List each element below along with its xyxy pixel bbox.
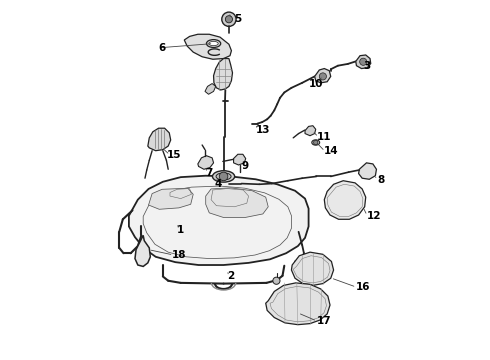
- Polygon shape: [359, 163, 376, 179]
- Text: 10: 10: [309, 78, 324, 89]
- Ellipse shape: [209, 41, 218, 46]
- Polygon shape: [234, 154, 245, 165]
- Circle shape: [220, 172, 228, 181]
- Polygon shape: [305, 126, 316, 136]
- Text: 7: 7: [206, 168, 213, 178]
- Polygon shape: [129, 176, 309, 265]
- Text: 15: 15: [167, 150, 181, 160]
- Polygon shape: [324, 181, 366, 219]
- Polygon shape: [148, 128, 171, 151]
- Text: 9: 9: [242, 161, 248, 171]
- Circle shape: [222, 12, 236, 26]
- Text: 1: 1: [177, 225, 184, 235]
- Circle shape: [319, 73, 326, 80]
- Text: 12: 12: [367, 211, 381, 221]
- Text: 17: 17: [317, 316, 331, 326]
- Text: 5: 5: [234, 14, 242, 24]
- Ellipse shape: [206, 40, 220, 48]
- Polygon shape: [198, 156, 214, 169]
- Polygon shape: [266, 283, 330, 325]
- Text: 16: 16: [356, 282, 370, 292]
- Text: 14: 14: [323, 147, 338, 157]
- Text: 6: 6: [159, 43, 166, 53]
- Polygon shape: [206, 188, 268, 217]
- Polygon shape: [214, 59, 232, 90]
- Polygon shape: [292, 252, 334, 285]
- Text: 4: 4: [215, 179, 222, 189]
- Circle shape: [273, 277, 280, 284]
- Polygon shape: [356, 55, 371, 68]
- Circle shape: [314, 140, 318, 145]
- Text: 8: 8: [377, 175, 385, 185]
- Text: 3: 3: [363, 61, 370, 71]
- Polygon shape: [148, 188, 193, 209]
- Text: 2: 2: [227, 271, 234, 282]
- Polygon shape: [184, 34, 231, 59]
- Polygon shape: [315, 68, 331, 83]
- Ellipse shape: [312, 140, 319, 145]
- Circle shape: [225, 16, 232, 23]
- Ellipse shape: [213, 171, 235, 182]
- Polygon shape: [135, 235, 150, 266]
- Text: 13: 13: [256, 125, 270, 135]
- Polygon shape: [205, 84, 216, 94]
- Ellipse shape: [216, 173, 231, 180]
- Text: 18: 18: [172, 250, 186, 260]
- Text: 11: 11: [317, 132, 331, 142]
- Circle shape: [360, 58, 367, 65]
